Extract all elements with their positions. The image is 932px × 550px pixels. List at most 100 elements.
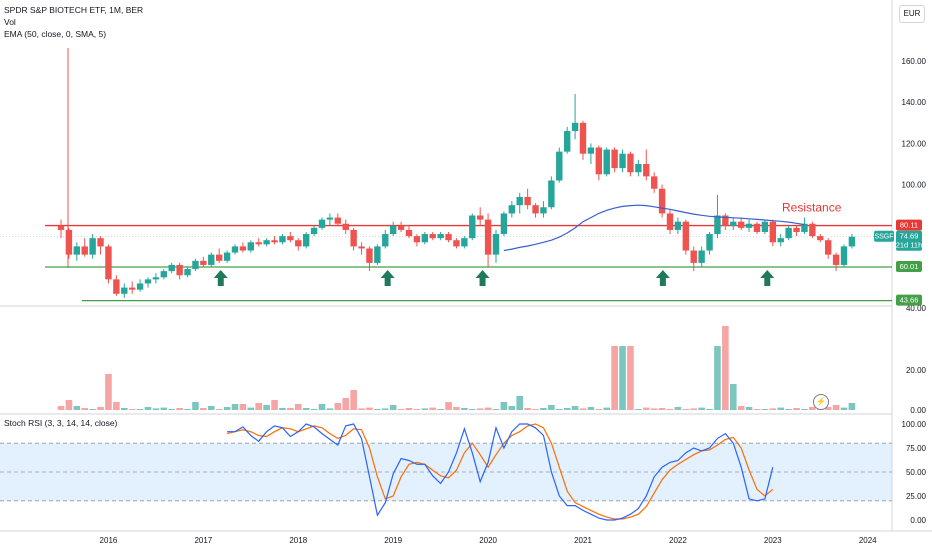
last-price-badge-text: 74.69 — [900, 232, 919, 241]
volume-bar — [65, 400, 73, 410]
stoch-d-line — [226, 423, 774, 520]
level-lines-layer: Resistance — [0, 201, 892, 302]
volume-bar — [714, 346, 721, 410]
currency-button[interactable]: EUR — [899, 5, 925, 23]
volume-bar — [777, 407, 785, 410]
volume-bar — [492, 409, 500, 410]
chart-title: SPDR S&P BIOTECH ETF, 1M, BER — [4, 5, 144, 15]
volume-bar — [603, 407, 611, 410]
candle-body — [302, 234, 310, 247]
volume-bar — [824, 407, 832, 410]
candle-body — [516, 196, 523, 206]
candle-body — [287, 236, 294, 241]
candle-body — [215, 254, 223, 261]
volume-bar — [706, 409, 713, 410]
price-axis-tick: 140.00 — [902, 98, 927, 107]
candle-body — [571, 122, 579, 132]
volume-bar — [508, 406, 516, 410]
volume-bar — [666, 409, 674, 410]
volume-bar — [571, 406, 579, 410]
price-axis-tick: 100.00 — [902, 181, 927, 190]
candle-body — [405, 229, 413, 237]
volume-bar — [642, 407, 650, 410]
up-arrow-icon — [380, 270, 395, 286]
volume-bar — [563, 408, 571, 410]
volume-bar — [658, 408, 666, 410]
candle-body — [824, 240, 832, 255]
volume-bar — [745, 407, 753, 410]
volume-bar — [785, 409, 792, 410]
volume-bar — [350, 390, 357, 410]
indicator-lines-layer — [226, 204, 805, 521]
candle-body — [176, 264, 183, 276]
volume-bar — [168, 409, 176, 410]
candle-body — [603, 149, 610, 175]
candle-body — [247, 242, 255, 251]
volume-bar — [160, 407, 168, 410]
candle-body — [524, 196, 531, 206]
volume-bar — [540, 408, 547, 410]
volume-bar — [81, 408, 89, 410]
volume-bar — [223, 407, 231, 410]
volume-bar — [389, 405, 397, 410]
price-axis-tick: 40.00 — [906, 304, 927, 313]
volume-bar — [548, 405, 555, 410]
candle-body — [73, 246, 81, 255]
candle-body — [160, 271, 168, 278]
volume-bar — [136, 409, 144, 410]
price-axis-tick: 120.00 — [902, 139, 927, 148]
candle-body — [611, 149, 618, 169]
up-arrow-icon — [213, 270, 228, 286]
candle-body — [89, 238, 96, 255]
volume-bar — [729, 384, 737, 410]
volume-bar — [231, 404, 239, 410]
candle-body — [508, 205, 516, 214]
resistance-value-badge — [896, 219, 922, 231]
candle-body — [769, 221, 777, 243]
time-axis-label: 2018 — [289, 536, 307, 545]
candle-body — [326, 217, 334, 220]
volume-bar — [247, 407, 255, 410]
candle-body — [587, 147, 595, 154]
candle-body — [793, 227, 800, 232]
support-arrows-layer — [213, 270, 775, 286]
volume-axis-tick: 0.00 — [910, 406, 926, 415]
volume-bar — [650, 408, 658, 410]
volume-bar — [334, 403, 342, 410]
candle-body — [65, 229, 73, 255]
stoch-rsi-legend: Stoch RSI (3, 3, 14, 14, close) — [4, 418, 118, 428]
volume-bar — [761, 409, 769, 410]
last-price-badge — [896, 230, 922, 251]
lightning-icon[interactable]: ⚡ — [813, 394, 829, 410]
ema-legend: EMA (50, close, 0, SMA, 5) — [4, 29, 107, 39]
volume-bar — [302, 408, 310, 410]
candle-body — [476, 215, 484, 220]
volume-bar — [413, 409, 421, 410]
candle-body — [500, 213, 508, 235]
volume-bar — [294, 404, 302, 410]
candle-body — [192, 260, 199, 270]
volume-bar — [461, 408, 468, 410]
volume-bar — [113, 402, 120, 410]
candle-body — [761, 221, 769, 232]
candle-body — [429, 234, 436, 239]
volume-bar — [737, 406, 745, 410]
volume-bar — [374, 409, 381, 410]
candle-body — [136, 283, 144, 290]
volume-bar — [429, 407, 437, 410]
ema-line — [503, 204, 805, 252]
last-price-badge-text: 21d 11h — [896, 241, 923, 250]
volume-bar — [89, 409, 96, 410]
time-axis-label: 2021 — [574, 536, 592, 545]
candle-body — [848, 236, 856, 247]
candle-body — [745, 223, 753, 228]
candle-body — [208, 254, 215, 265]
volume-bar — [445, 402, 452, 410]
candle-body — [231, 246, 239, 253]
candle-body — [239, 246, 247, 251]
candle-body — [57, 225, 65, 230]
candle-body — [342, 223, 349, 230]
volume-bar — [840, 407, 848, 410]
volume-bar — [405, 408, 413, 410]
